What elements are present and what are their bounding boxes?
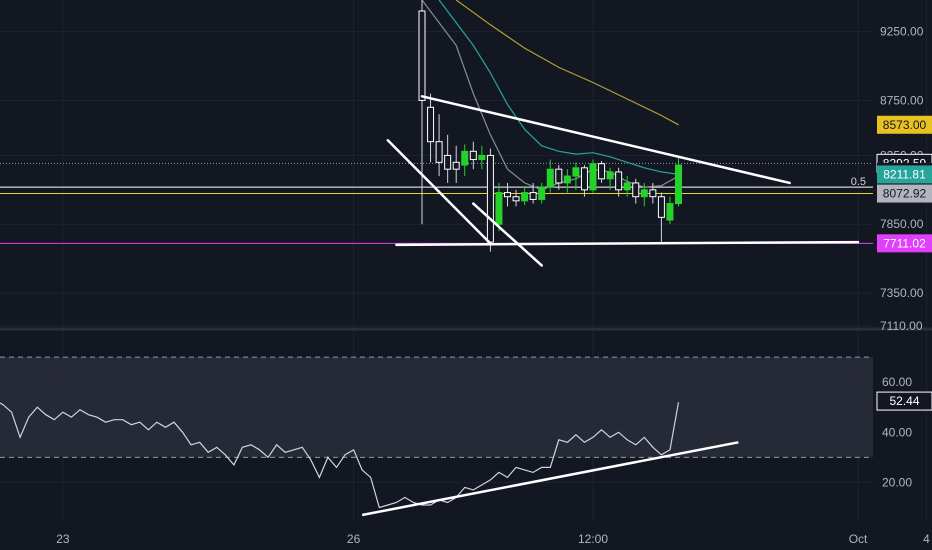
price-badge-label: 8573.00 (883, 118, 927, 132)
time-tick-label: Oct (849, 532, 868, 546)
candle-body (469, 150, 477, 161)
candle-body (452, 161, 460, 170)
candle-body (563, 175, 571, 184)
rsi-trendline (361, 441, 739, 517)
candle-body (580, 167, 588, 191)
candle-body (666, 203, 674, 221)
price-badge-label: 8072.92 (883, 187, 927, 201)
channel-upper-trendline (386, 139, 492, 245)
candle-body (675, 164, 682, 205)
candle-body (444, 154, 452, 170)
price-tick-label: 7350.00 (880, 286, 924, 300)
candle-body (615, 171, 623, 191)
candle-body (649, 189, 657, 198)
price-badge-label: 8211.81 (883, 167, 926, 181)
price-badge (877, 165, 932, 184)
time-tick-label: 26 (347, 532, 361, 546)
candle-body (461, 150, 469, 166)
rsi-tick-label: 20.00 (882, 475, 912, 489)
fib-label: 0.5 (851, 176, 866, 188)
candle-body (512, 196, 520, 202)
candle-body (504, 192, 511, 198)
candle-body (418, 10, 426, 101)
descending-resistance-trendline (420, 95, 791, 185)
rsi-line (0, 402, 680, 509)
time-tick-label: 12:00 (578, 532, 608, 546)
candle-body (529, 192, 537, 200)
price-badge (877, 234, 932, 253)
rsi-current-label: 52.44 (889, 394, 919, 408)
candle-body (640, 189, 648, 198)
price-tick-label: 8750.00 (880, 93, 924, 107)
candle-body (589, 163, 597, 191)
candle-body (495, 192, 503, 225)
rsi-current-badge (876, 391, 932, 411)
candle-body (572, 167, 580, 177)
price-badge-label: 7711.02 (883, 236, 926, 250)
candle-body (478, 154, 486, 161)
ma-slow-line (455, 0, 679, 126)
rsi-band (0, 357, 873, 458)
candle-body (427, 106, 435, 143)
candle-body (632, 182, 640, 198)
candle-body (657, 196, 665, 218)
price-badge (877, 115, 932, 134)
candle-body (486, 154, 494, 243)
time-tick-label: 23 (56, 532, 70, 546)
time-tick-label: 4 (923, 532, 930, 546)
candle-body (435, 141, 443, 163)
horizontal-support-trendline (395, 240, 860, 247)
price-badge (877, 184, 932, 203)
candle-body (623, 182, 631, 191)
price-tick-label: 7110.00 (880, 319, 923, 333)
candle-body (538, 186, 546, 200)
candle-body (555, 168, 563, 184)
price-tick-label: 7850.00 (880, 217, 924, 231)
candle-body (521, 192, 529, 202)
candle-body (606, 171, 614, 180)
axes: 9250.008750.008250.007850.007350.007110.… (0, 25, 932, 546)
rsi-panel (0, 356, 873, 517)
channel-lower-trendline (472, 202, 543, 267)
candle-body (598, 163, 606, 180)
price-panel: 0.5 (0, 0, 873, 267)
rsi-tick-label: 60.00 (882, 375, 912, 389)
ma-mid-line (438, 0, 679, 175)
candle-body (546, 168, 554, 188)
rsi-tick-label: 40.00 (882, 425, 912, 439)
price-tick-label: 9250.00 (880, 25, 924, 39)
